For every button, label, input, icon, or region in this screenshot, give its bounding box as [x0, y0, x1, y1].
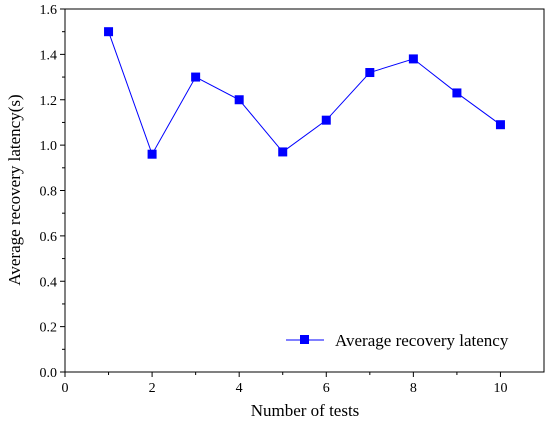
y-tick-label: 1.0 [40, 139, 58, 154]
y-tick-label: 1.6 [40, 3, 58, 18]
data-point [191, 72, 201, 82]
data-point [234, 95, 244, 105]
x-tick-label: 8 [410, 381, 417, 396]
legend-label: Average recovery latency [335, 331, 509, 350]
plot-frame [64, 8, 545, 373]
x-tick-label: 4 [236, 381, 243, 396]
y-tick-label: 1.4 [40, 48, 58, 63]
y-tick-label: 1.2 [40, 94, 58, 109]
y-tick-label: 0.6 [40, 230, 58, 245]
y-tick-label: 0.8 [40, 185, 58, 200]
legend-marker-sample [300, 335, 309, 344]
x-tick-label: 10 [493, 381, 507, 396]
x-tick-label: 6 [323, 381, 330, 396]
series-line [108, 31, 501, 156]
data-point [147, 149, 157, 159]
data-point [321, 115, 331, 125]
y-tick-label: 0.4 [40, 275, 58, 290]
data-point [278, 147, 288, 157]
y-axis-title: Average recovery latency(s) [5, 94, 24, 285]
x-axis-title: Number of tests [251, 401, 360, 420]
legend: Average recovery latency [286, 331, 509, 350]
y-tick-label: 0.0 [40, 366, 58, 381]
series-layer [104, 27, 505, 159]
x-tick-label: 0 [62, 381, 69, 396]
data-point [452, 88, 462, 98]
data-point [104, 27, 114, 37]
x-axis: 0 2 4 6 8 10 [62, 372, 507, 396]
data-point [365, 68, 375, 78]
x-tick-label: 2 [149, 381, 156, 396]
data-point [408, 54, 418, 64]
y-tick-label: 0.2 [40, 321, 58, 336]
y-axis: 0.0 0.2 0.4 0.6 0.8 1.0 1.2 1.4 1.6 [40, 3, 65, 381]
data-point [495, 120, 505, 130]
